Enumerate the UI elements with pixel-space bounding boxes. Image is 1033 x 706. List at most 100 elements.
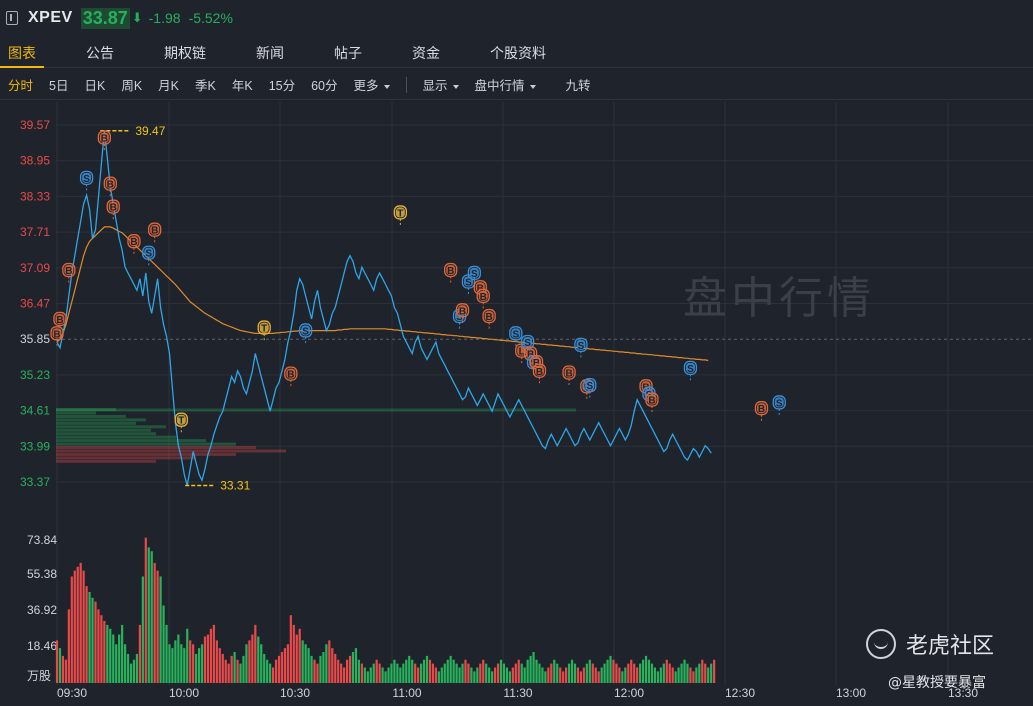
volume-bar-177: [579, 671, 583, 683]
volume-bar-65: [248, 640, 251, 683]
marker-badge-4[interactable]: [97, 130, 112, 145]
marker-badge-8[interactable]: [148, 222, 162, 237]
volume-bar-159: [526, 659, 529, 683]
volume-bar-133: [449, 655, 452, 683]
sidebar-toggle-icon[interactable]: [6, 11, 18, 25]
marker-badge-30[interactable]: [562, 365, 576, 380]
marker-label-0: B: [53, 329, 60, 340]
volume-profile-bar-5: [56, 425, 166, 429]
volume-bar-102: [357, 659, 361, 683]
marker-badge-5[interactable]: [103, 176, 117, 191]
volume-bar-190: [618, 667, 621, 683]
volume-bar-18: [109, 628, 112, 683]
period-2[interactable]: 日K: [84, 79, 106, 93]
marker-badge-3[interactable]: [79, 170, 94, 186]
volume-bar-80: [292, 624, 295, 683]
marker-fill-23: [511, 328, 521, 339]
volume-bar-174: [570, 659, 574, 683]
volume-bar-152: [505, 667, 509, 683]
tab-5[interactable]: 资金: [412, 45, 440, 61]
marker-badge-15[interactable]: [444, 262, 458, 278]
marker-fill-38: [756, 403, 766, 414]
volume-bar-20: [115, 644, 118, 683]
period-3[interactable]: 周K: [121, 79, 143, 93]
marker-badge-37[interactable]: [683, 360, 698, 376]
tab-6[interactable]: 个股资料: [490, 45, 546, 61]
caret-down-icon: [452, 84, 459, 89]
marker-badge-25[interactable]: [520, 334, 535, 350]
volume-bar-32: [150, 551, 153, 683]
volume-profile-bar-14: [56, 456, 196, 460]
marker-badge-11[interactable]: [257, 320, 271, 335]
jiuzhuan-toggle[interactable]: 九转: [566, 75, 591, 94]
marker-label-30: B: [565, 368, 572, 379]
period-7[interactable]: 15分: [268, 79, 296, 93]
period-8[interactable]: 60分: [311, 79, 338, 93]
marker-badge-10[interactable]: [174, 412, 188, 427]
period-0[interactable]: 分时: [8, 79, 34, 93]
marker-badge-7[interactable]: [127, 234, 141, 249]
marker-badge-6[interactable]: [106, 199, 120, 214]
volume-bar-206: [665, 659, 668, 683]
marker-label-14: T: [397, 208, 403, 219]
volume-bar-16: [103, 621, 106, 683]
marker-label-17: B: [459, 306, 466, 317]
marker-badge-23[interactable]: [509, 326, 523, 341]
volume-bar-128: [434, 667, 437, 683]
volume-bar-14: [97, 609, 100, 683]
volume-bar-59: [230, 655, 233, 683]
marker-badge-0[interactable]: [50, 326, 64, 341]
marker-badge-17[interactable]: [455, 303, 470, 318]
volume-bar-135: [455, 663, 458, 683]
period-5[interactable]: 季K: [195, 79, 216, 93]
time-tick-3: 11:00: [392, 686, 421, 700]
volume-bar-142: [476, 667, 479, 683]
toolbar-divider: [405, 76, 407, 93]
volume-bar-132: [446, 659, 449, 683]
volume-bar-61: [236, 659, 239, 683]
volume-bar-30: [144, 537, 147, 683]
volume-bar-115: [396, 663, 399, 683]
tab-3[interactable]: 新闻: [256, 45, 284, 61]
marker-fill-30: [564, 367, 574, 378]
volume-bar-27: [135, 653, 139, 683]
display-dropdown[interactable]: 显示: [423, 75, 459, 94]
marker-badge-29[interactable]: [532, 363, 547, 378]
tab-0[interactable]: 图表: [0, 38, 44, 68]
volume-bar-114: [393, 659, 396, 683]
period-6[interactable]: 年K: [231, 79, 253, 93]
tab-4[interactable]: 帖子: [334, 45, 362, 61]
volume-bar-77: [283, 648, 287, 683]
marker-badge-21[interactable]: [476, 288, 490, 304]
volume-bar-196: [636, 667, 639, 683]
volume-bar-124: [422, 659, 426, 683]
marker-badge-22[interactable]: [482, 308, 496, 324]
marker-badge-38[interactable]: [754, 401, 769, 416]
price-tick-8: 34.61: [20, 404, 50, 418]
marker-badge-12[interactable]: [284, 366, 298, 381]
volume-bar-54: [215, 640, 218, 683]
volume-bar-26: [132, 659, 136, 683]
marker-badge-19[interactable]: [467, 265, 482, 281]
marker-badge-1[interactable]: [53, 311, 67, 327]
marker-badge-33[interactable]: [583, 378, 597, 393]
time-tick-7: 13:00: [836, 686, 866, 700]
volume-bar-84: [304, 644, 307, 683]
volume-bar-3: [64, 659, 67, 683]
marker-badge-2[interactable]: [62, 262, 76, 278]
marker-badge-36[interactable]: [645, 392, 659, 407]
marker-badge-9[interactable]: [142, 245, 156, 260]
tab-1[interactable]: 公告: [86, 45, 114, 61]
period-1[interactable]: 5日: [49, 79, 69, 93]
period-4[interactable]: 月K: [158, 79, 179, 93]
intraday-dropdown[interactable]: 盘中行情: [475, 75, 536, 94]
volume-bar-2: [61, 655, 65, 683]
volume-bar-25: [129, 663, 133, 683]
marker-badge-39[interactable]: [772, 395, 786, 410]
marker-badge-14[interactable]: [393, 205, 408, 220]
marker-badge-13[interactable]: [298, 323, 313, 338]
more-dropdown[interactable]: 更多: [354, 75, 390, 94]
tab-2[interactable]: 期权链: [164, 45, 206, 61]
marker-badge-31[interactable]: [574, 337, 588, 353]
